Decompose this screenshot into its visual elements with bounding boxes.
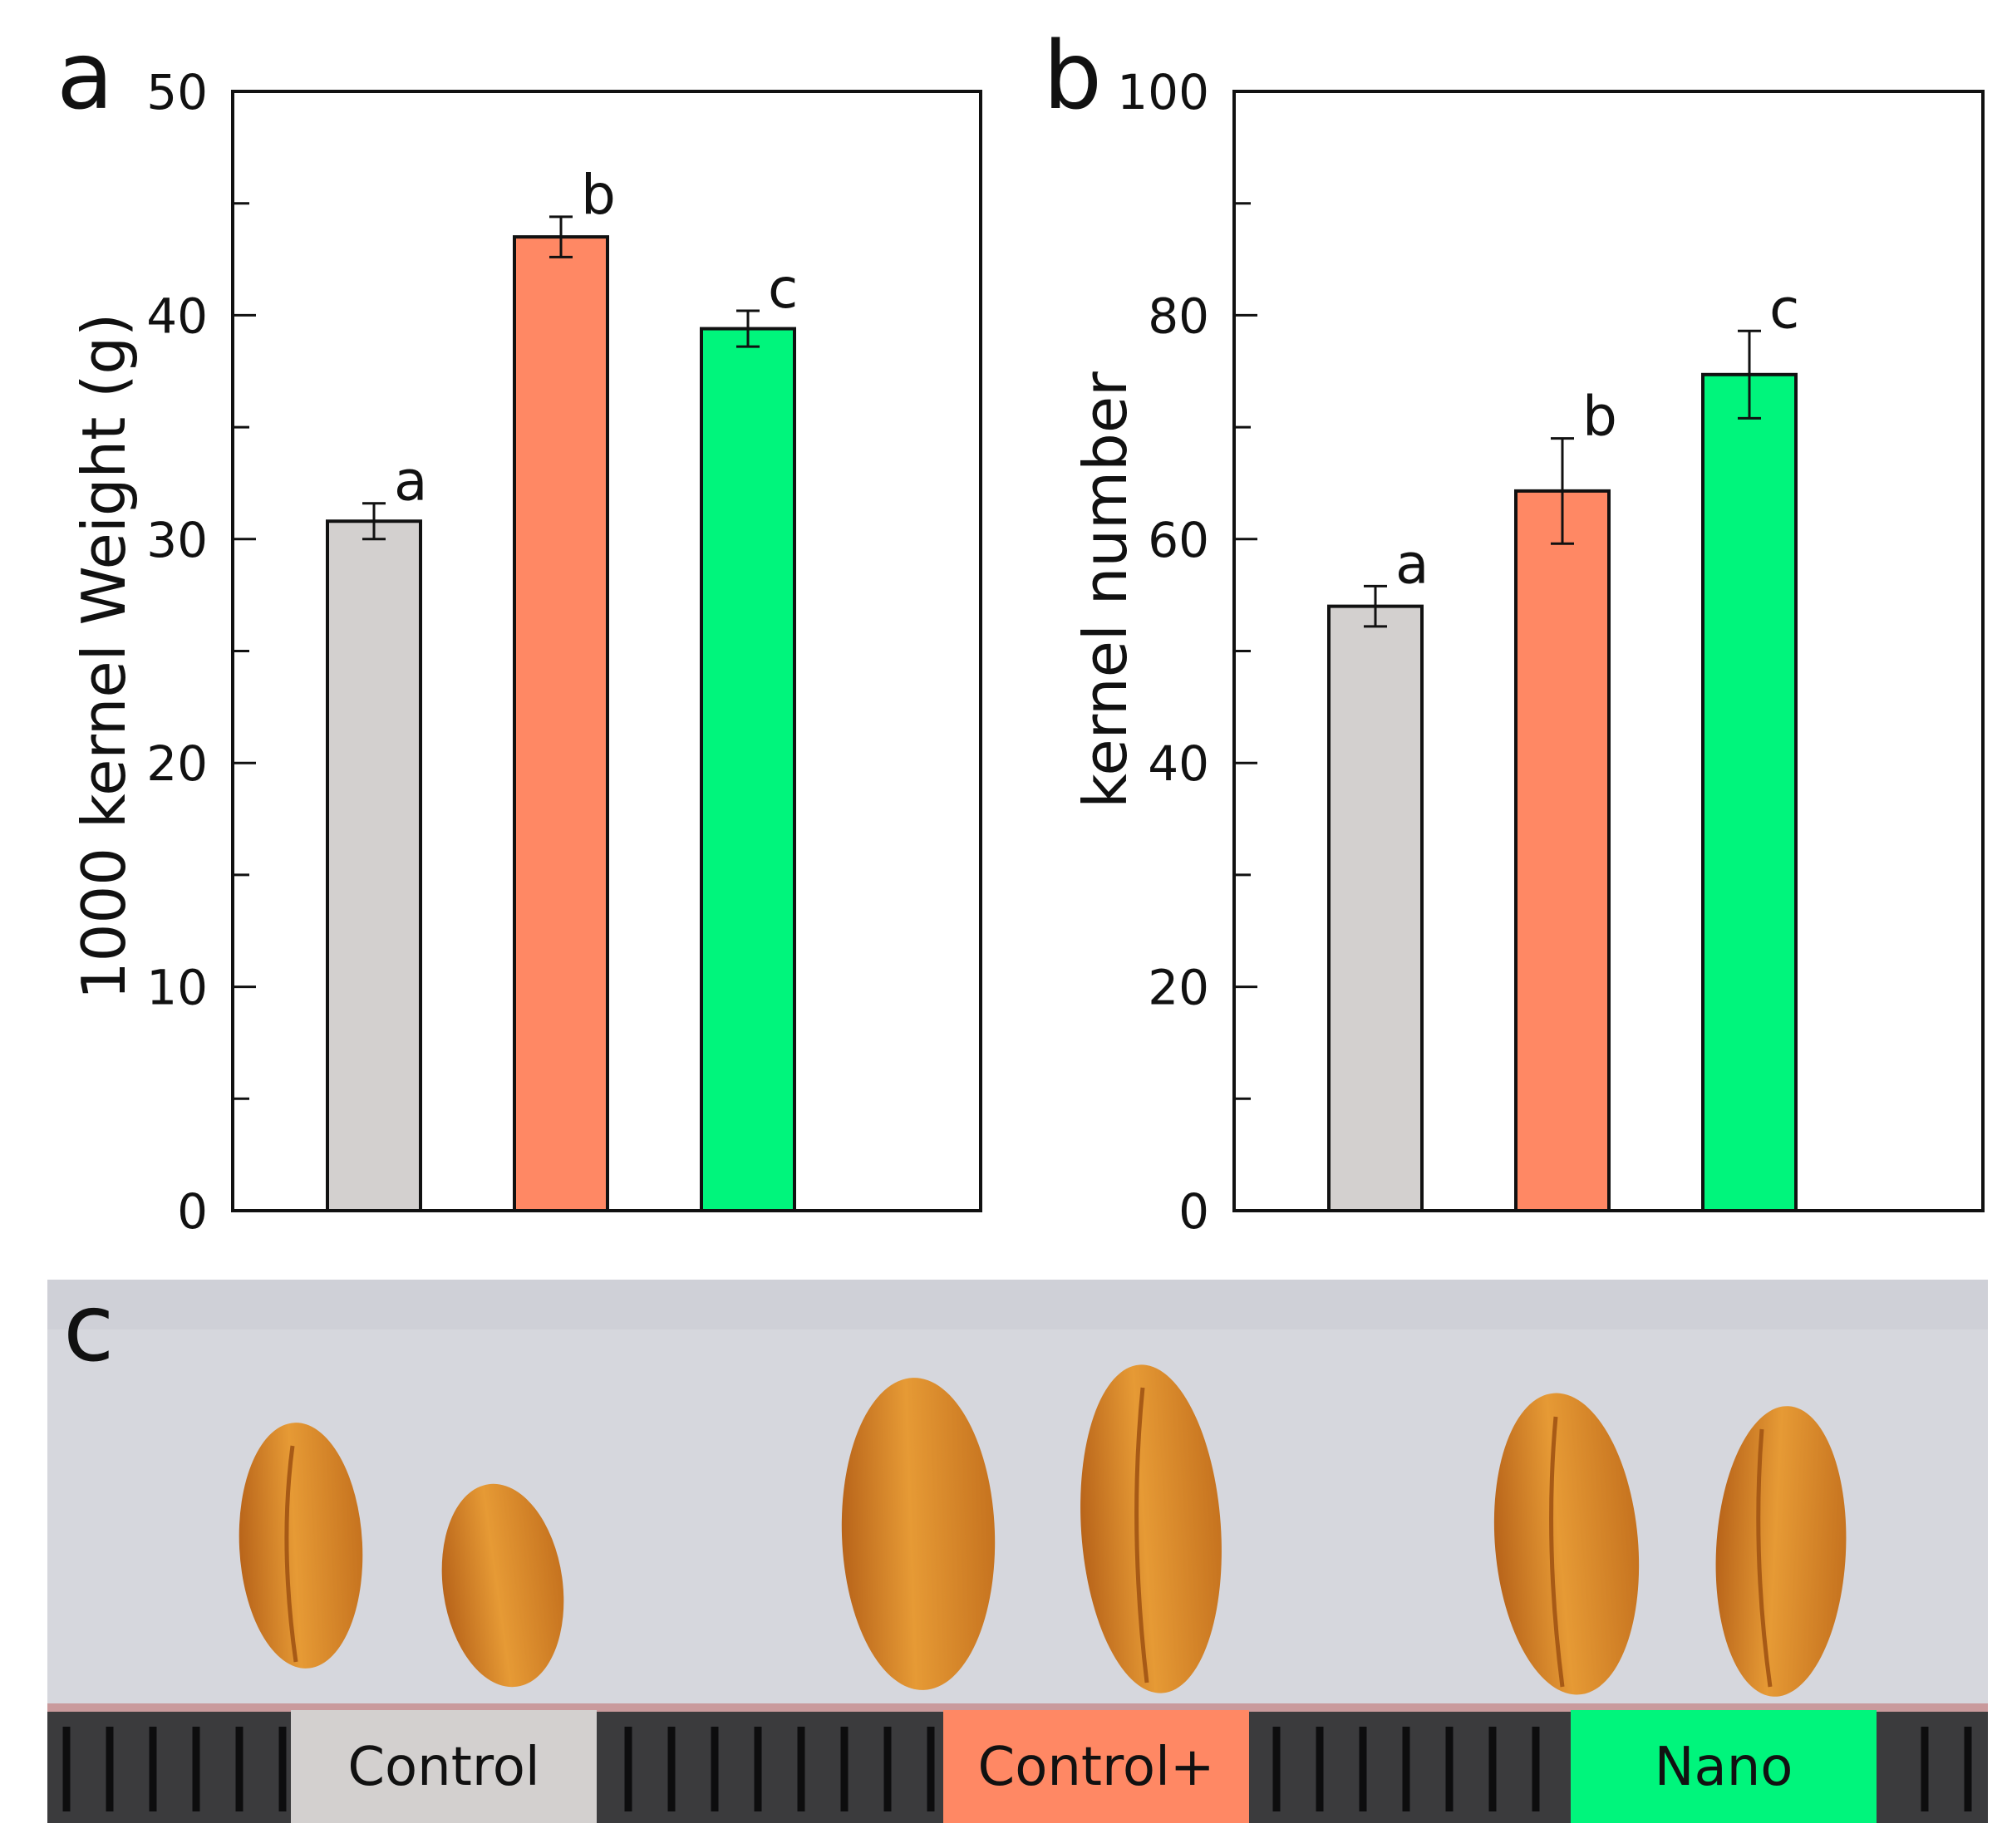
wheat-kernel-icon [1080, 1364, 1222, 1693]
y-tick-label: 0 [177, 1183, 208, 1240]
significance-letter: c [768, 257, 798, 321]
kernel-crease [1756, 1428, 1773, 1688]
wheat-kernel-icon [239, 1423, 363, 1669]
legend-nano-swatch [1571, 1710, 1877, 1823]
y-tick-label: 10 [146, 960, 208, 1016]
significance-letter: b [1582, 385, 1617, 449]
kernel-photo: c Control Control+ Nano [47, 1275, 1988, 1823]
y-tick-label: 80 [1148, 288, 1209, 344]
significance-letter: a [1395, 532, 1429, 596]
y-tick-label: 40 [146, 288, 208, 344]
y-tick-label: 60 [1148, 512, 1209, 568]
chart-panel-b: 0 20 40 60 80 100 a b c [1117, 64, 1985, 1240]
significance-letter: b [581, 163, 616, 227]
legend-control-label: Control [347, 1737, 539, 1798]
panel-a-label: a [57, 22, 114, 130]
ruler-ticks [62, 1727, 1972, 1811]
bar-nano [700, 327, 796, 1213]
wheat-kernel-icon [841, 1378, 996, 1690]
panel-a-y-axis-label: 1000 kernel Weight (g) [69, 313, 139, 1000]
wheat-kernel-icon [441, 1483, 564, 1688]
y-tick-label: 20 [1148, 960, 1209, 1016]
legend-nano-label: Nano [1655, 1737, 1793, 1798]
wheat-kernel-icon [1493, 1393, 1640, 1695]
bar-control [326, 519, 422, 1212]
y-tick-label: 30 [146, 512, 208, 568]
bar-control [1327, 604, 1424, 1212]
ruler-edge [47, 1703, 1988, 1712]
y-tick-label: 100 [1117, 64, 1209, 120]
y-tick-label: 40 [1148, 735, 1209, 792]
panel-b-y-axis-label: kernel number [1070, 371, 1140, 808]
legend-control-plus-swatch [943, 1710, 1249, 1823]
panel-c-label: c [63, 1275, 115, 1383]
bar-control-plus [1514, 489, 1611, 1212]
legend-control-swatch [291, 1710, 597, 1823]
significance-letter: c [1769, 277, 1799, 341]
y-tick-label: 20 [146, 735, 208, 792]
photo-shadow-band [47, 1280, 1988, 1329]
significance-letter: a [394, 450, 427, 514]
kernel-crease [1134, 1387, 1149, 1683]
bar-nano [1701, 372, 1798, 1212]
wheat-kernel-icon [1715, 1406, 1847, 1697]
kernel-crease [1549, 1416, 1565, 1688]
chart-panel-a: 0 10 20 30 40 50 a b c [146, 64, 982, 1240]
legend-control-plus-label: Control+ [978, 1737, 1215, 1798]
kernel-crease [284, 1445, 298, 1663]
y-tick-label: 50 [146, 64, 208, 120]
bar-control-plus [513, 235, 609, 1212]
panel-b-label: b [1043, 22, 1102, 130]
y-tick-label: 0 [1178, 1183, 1209, 1240]
